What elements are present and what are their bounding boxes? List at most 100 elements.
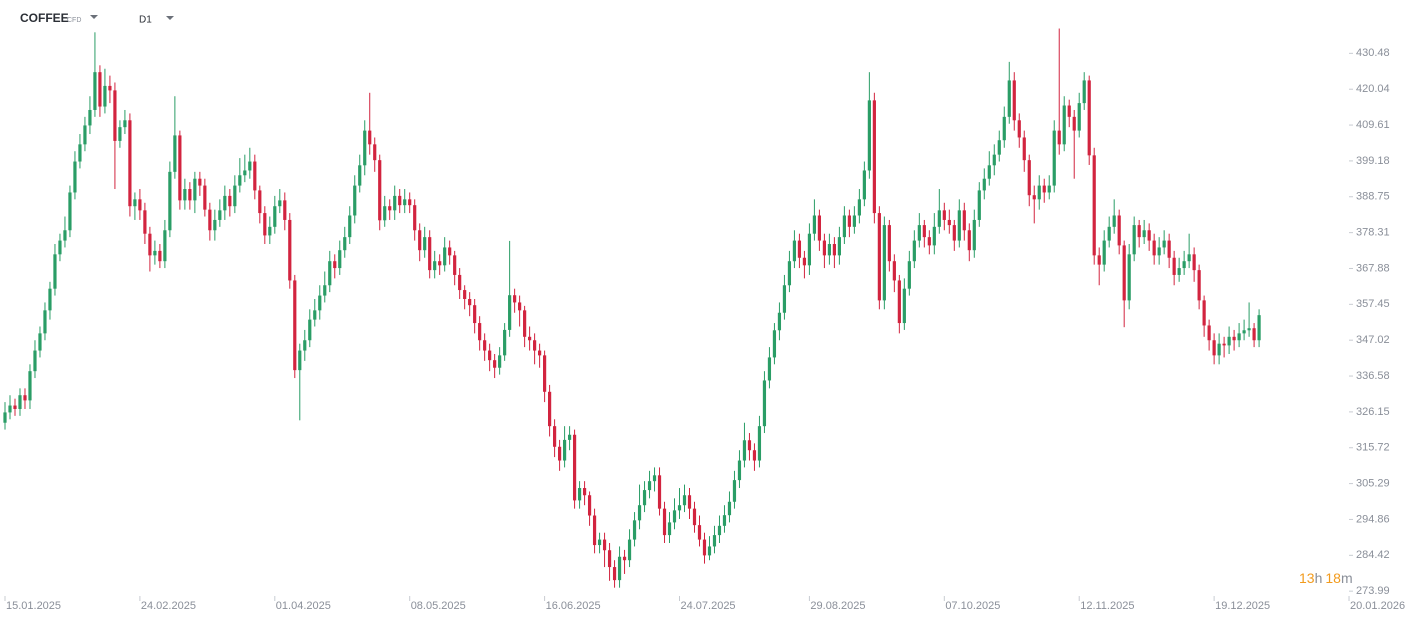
candle-body [188, 189, 192, 201]
candle-body [647, 481, 652, 491]
candle-body [1047, 185, 1051, 193]
candle-body [1057, 130, 1061, 145]
candle-body [987, 165, 991, 179]
candle-body [667, 522, 672, 536]
candle-body [857, 199, 861, 216]
y-tick-label: 284.42 [1356, 549, 1390, 561]
countdown-minutes: 18 [1325, 570, 1341, 586]
candle-body [33, 350, 37, 372]
candle-body [742, 440, 747, 461]
candle-body [508, 295, 512, 330]
timeframe[interactable]: D1 [139, 15, 152, 26]
candle-body [538, 350, 542, 356]
candle-body [1212, 340, 1216, 356]
candle-body [1222, 343, 1226, 346]
x-tick-label: 24.02.2025 [141, 600, 196, 612]
candle-body [817, 215, 822, 241]
candle-body [248, 161, 252, 171]
candle-body [523, 310, 527, 337]
candle-body [1137, 225, 1141, 238]
candle-body [997, 140, 1001, 155]
candle-body [827, 244, 831, 256]
candle-body [1002, 116, 1006, 141]
candle-body [443, 247, 447, 266]
candle-body [612, 567, 617, 581]
candle-body [972, 219, 976, 251]
candle-body [777, 312, 782, 331]
countdown-hours-unit: h [1315, 570, 1323, 586]
candle-body [582, 488, 587, 496]
candle-body [403, 199, 407, 206]
candle-body [198, 178, 202, 186]
candle-body [927, 237, 931, 246]
x-tick-label: 24.07.2025 [681, 600, 736, 612]
candle-body [138, 199, 142, 211]
candle-body [418, 230, 422, 251]
candle-body [233, 185, 237, 207]
candle-body [1077, 103, 1081, 131]
candle-body [1037, 185, 1041, 200]
candle-body [562, 439, 567, 461]
candle-body [762, 380, 767, 427]
candle-body [128, 120, 132, 207]
candle-body [1012, 80, 1016, 121]
candle-body [712, 535, 717, 547]
candle-body [498, 355, 502, 368]
candle-body [448, 247, 452, 256]
y-tick-label: 367.88 [1356, 262, 1390, 274]
y-tick-label: 357.45 [1356, 298, 1390, 310]
y-tick-label: 388.75 [1356, 191, 1390, 203]
candle-body [982, 178, 986, 191]
candle-body [682, 495, 687, 506]
candle-body [488, 350, 492, 361]
candle-body [557, 446, 562, 461]
candle-body [103, 85, 107, 107]
candle-body [977, 190, 981, 220]
candle-body [592, 515, 597, 546]
candle-body [83, 125, 87, 145]
y-tick-label: 315.72 [1356, 442, 1390, 454]
y-tick-label: 409.61 [1356, 119, 1390, 131]
candle-body [727, 501, 732, 516]
candle-body [1257, 315, 1261, 341]
timeframe-dropdown[interactable] [166, 16, 174, 20]
candle-body [1092, 155, 1096, 256]
candle-body [178, 135, 182, 201]
candle-body [478, 323, 482, 341]
candle-body [627, 539, 632, 561]
candle-body [752, 450, 757, 461]
candle-body [652, 475, 657, 482]
y-tick-label: 399.18 [1356, 155, 1390, 167]
candle-body [548, 391, 552, 427]
candle-body [702, 539, 707, 556]
candle-body [268, 226, 272, 236]
candle-body [1072, 116, 1076, 131]
plot-area: 430.48 420.04 409.61 399.18 388.75 378.31 367.… [3, 28, 1405, 612]
symbol-dropdown[interactable] [90, 15, 98, 19]
candle-body [63, 230, 67, 241]
candle-body [23, 395, 27, 401]
x-tick-label: 01.04.2025 [276, 600, 331, 612]
candle-body [98, 72, 102, 107]
candle-body [1147, 230, 1151, 241]
candle-body [238, 175, 242, 186]
candle-body [318, 295, 322, 311]
symbol[interactable]: COFFEE [20, 11, 69, 25]
x-tick-label: 12.11.2025 [1080, 600, 1134, 612]
candle-body [1127, 254, 1131, 301]
candle-body [862, 170, 866, 200]
candle-body [483, 340, 487, 351]
candle-body [18, 395, 22, 409]
candle-body [328, 261, 332, 286]
candle-body [283, 200, 287, 220]
candle-body [213, 219, 217, 231]
candle-body [802, 257, 807, 266]
candle-body [118, 127, 122, 141]
candle-body [842, 215, 846, 238]
x-tick-label: 20.01.2026 [1350, 600, 1405, 612]
candle-body [53, 254, 57, 289]
header: COFFEE CFD D1 [20, 11, 174, 26]
candle-body [218, 210, 222, 220]
candle-body [1197, 270, 1201, 301]
